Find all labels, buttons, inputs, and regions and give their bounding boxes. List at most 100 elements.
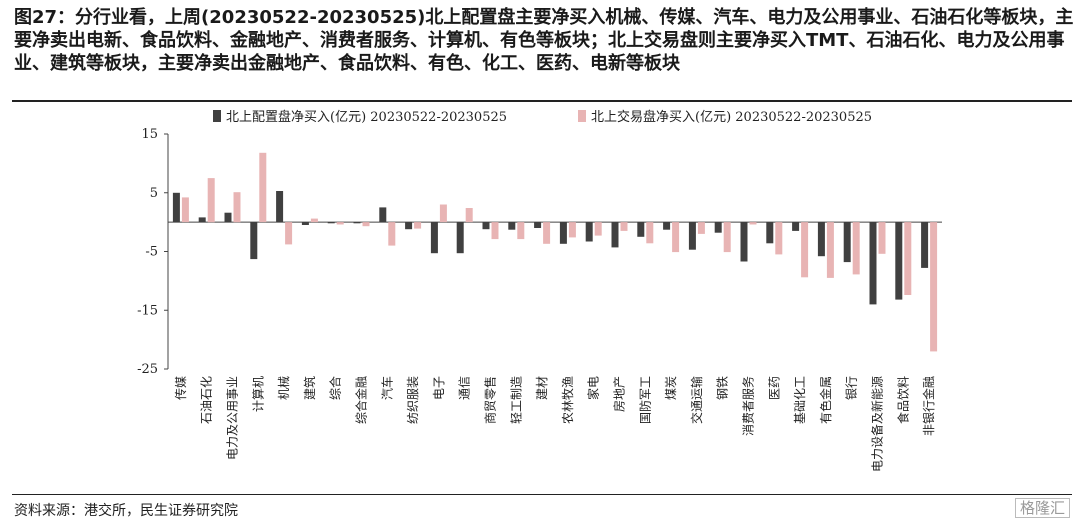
bar-series1 (792, 222, 800, 231)
bar-series2 (181, 197, 189, 223)
bar-series1 (508, 222, 516, 230)
bar-series2 (826, 222, 834, 278)
category-label: 建材 (535, 376, 549, 400)
bar-series1 (534, 222, 542, 228)
category-label: 机械 (276, 376, 291, 400)
bar-series1 (301, 222, 309, 225)
bar-series2 (285, 222, 293, 245)
bars (172, 152, 938, 352)
bar-series2 (517, 222, 525, 240)
bar-series1 (611, 222, 619, 248)
bar-series2 (749, 222, 757, 225)
category-label: 银行 (845, 376, 859, 400)
watermark-logo: 格隆汇 (1014, 498, 1070, 518)
bar-series1 (688, 222, 696, 250)
bar-series2 (930, 222, 938, 352)
legend-label-series2: 北上交易盘净买入(亿元) 20230522-20230525 (591, 109, 872, 125)
bar-series2 (388, 222, 396, 246)
bar-series2 (620, 222, 628, 231)
bar-series2 (543, 222, 551, 244)
category-label: 综合金融 (354, 376, 369, 424)
bar-series1 (637, 222, 645, 237)
bar-series1 (172, 192, 180, 223)
bar-series2 (207, 178, 215, 223)
bar-series1 (198, 217, 206, 223)
y-tick-label: -5 (145, 245, 158, 260)
bar-series2 (414, 222, 422, 229)
bar-series2 (465, 208, 473, 223)
bar-series1 (585, 222, 593, 242)
source-note: 资料来源：港交所，民生证券研究院 (14, 503, 238, 519)
category-label: 钢铁 (716, 376, 730, 400)
y-tick-label: 5 (150, 186, 158, 201)
y-tick-label: 15 (141, 127, 158, 142)
category-label: 石油石化 (200, 376, 214, 424)
category-label: 电子 (432, 376, 446, 400)
bar-series1 (276, 191, 284, 223)
category-label: 有色金属 (818, 376, 833, 424)
category-label: 综合 (328, 376, 343, 400)
bar-series2 (904, 222, 912, 295)
bar-series2 (439, 204, 447, 223)
bar-series2 (233, 192, 241, 223)
bar-series1 (559, 222, 567, 244)
y-tick-label: -15 (137, 303, 158, 318)
category-label: 家电 (586, 376, 601, 400)
legend-label-series1: 北上配置盘净买入(亿元) 20230522-20230525 (226, 109, 507, 125)
bar-series2 (310, 218, 318, 223)
bar-series1 (379, 207, 387, 223)
category-label: 农林牧渔 (561, 376, 575, 424)
category-label: 电力及公用事业 (226, 376, 240, 460)
chart-title: 图27：分行业看，上周(20230522-20230525)北上配置盘主要净买入… (14, 7, 1074, 74)
bar-series1 (456, 222, 464, 254)
category-label: 轻工制造 (509, 376, 523, 424)
category-label: 基础化工 (793, 376, 807, 424)
bar-series1 (869, 222, 877, 305)
legend-swatch-series1 (213, 110, 221, 122)
y-tick-label: -25 (137, 362, 158, 377)
bar-series2 (362, 222, 370, 227)
category-label: 煤炭 (664, 376, 678, 400)
bar-series2 (878, 222, 886, 254)
bar-series2 (801, 222, 809, 278)
y-axis: 15 5 -5 -15 -25 (137, 127, 942, 377)
category-label: 房地产 (612, 376, 627, 412)
bar-series2 (672, 222, 680, 253)
bar-series1 (224, 212, 232, 223)
bar-series2 (594, 222, 602, 236)
category-label: 医药 (767, 376, 781, 400)
title-divider (12, 100, 1072, 102)
bar-series1 (663, 222, 671, 230)
category-label: 电力设备及新能源 (870, 376, 885, 472)
category-label: 交通运输 (689, 376, 704, 424)
legend: 北上配置盘净买入(亿元) 20230522-20230525 北上交易盘净买入(… (213, 109, 872, 125)
bar-series2 (852, 222, 860, 275)
bar-series2 (491, 222, 499, 240)
bar-series1 (714, 222, 722, 233)
category-label: 消费者服务 (741, 376, 756, 436)
category-label: 非银行金融 (921, 376, 936, 436)
category-label: 汽车 (379, 376, 394, 400)
bar-series2 (568, 222, 576, 238)
bar-series1 (353, 222, 361, 224)
category-label: 通信 (458, 376, 472, 400)
bar-series1 (250, 222, 258, 260)
bar-series1 (895, 222, 903, 300)
category-label: 计算机 (250, 376, 265, 412)
category-label: 建筑 (302, 376, 317, 400)
category-label: 商贸零售 (483, 376, 498, 424)
category-labels: 传媒 石油石化 电力及公用事业 计算机 机械 建筑 综合 综合金融 汽车 纺织服装 电子 通信 商贸零售… (173, 376, 936, 472)
bar-series1 (482, 222, 490, 230)
category-label: 纺织服装 (406, 376, 420, 424)
category-label: 传媒 (173, 376, 188, 400)
bar-series2 (336, 222, 344, 225)
legend-swatch-series2 (578, 110, 586, 122)
bar-series2 (259, 152, 267, 223)
bar-series1 (740, 222, 748, 262)
bar-series1 (766, 222, 774, 244)
bar-series1 (843, 222, 851, 263)
category-label: 国防军工 (637, 376, 652, 424)
bar-series2 (697, 222, 705, 234)
category-label: 食品饮料 (895, 376, 910, 424)
